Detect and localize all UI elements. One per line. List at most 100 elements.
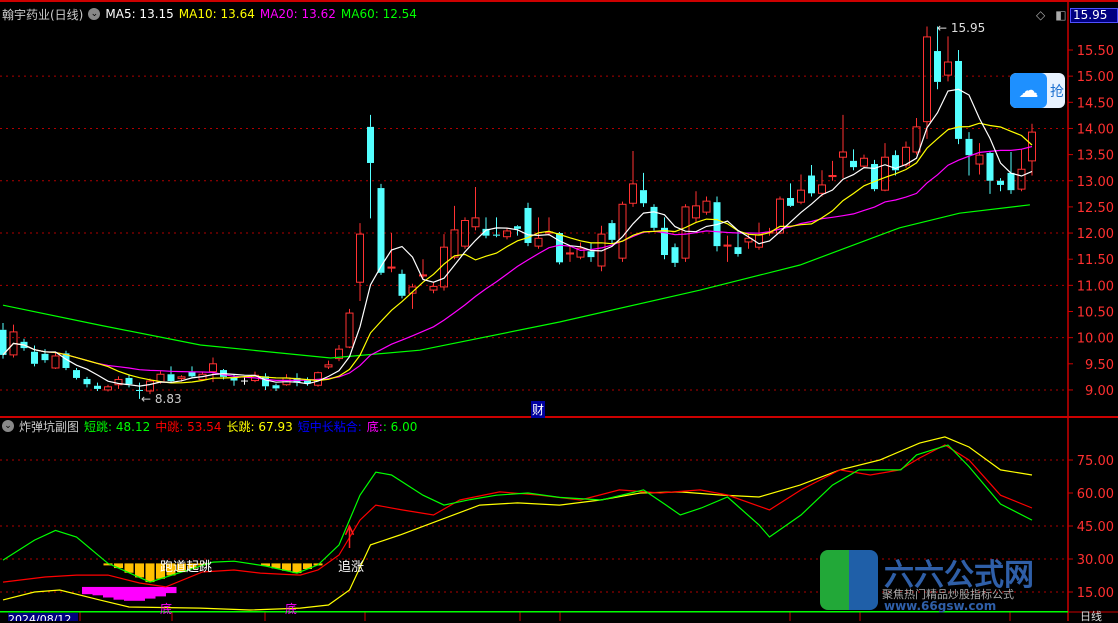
candle-body-down bbox=[556, 233, 563, 263]
runway-bar bbox=[124, 563, 134, 573]
candle-body-up bbox=[797, 189, 805, 203]
candle-body-up bbox=[723, 244, 732, 247]
candle-body-up bbox=[471, 217, 480, 228]
candle-body-up bbox=[324, 364, 333, 368]
candle-body-up bbox=[828, 175, 837, 178]
candle-body-down bbox=[241, 380, 248, 382]
candle-body-up bbox=[912, 126, 921, 153]
indicator-tick-label: 60.00 bbox=[1077, 487, 1114, 502]
price-tick-label: 12.50 bbox=[1077, 201, 1114, 216]
candle-body-up bbox=[839, 151, 847, 158]
runway-jump-label: 跑道起跳 bbox=[160, 560, 213, 575]
candle-body-down bbox=[587, 251, 595, 258]
diamond-icon[interactable]: ◇ bbox=[1036, 8, 1046, 22]
cloud-icon: ☁ bbox=[1010, 73, 1047, 108]
runway-bar bbox=[114, 563, 123, 569]
candle-body-up bbox=[1017, 168, 1026, 190]
logo-pulse-icon bbox=[820, 550, 878, 610]
ma5-value: MA5: 13.15 bbox=[105, 7, 174, 21]
finance-marker[interactable]: 财 bbox=[531, 401, 546, 418]
candle-body-down bbox=[230, 377, 238, 381]
current-price-box: 15.95 bbox=[1070, 8, 1118, 23]
short-jump-value: : 48.12 bbox=[108, 419, 151, 434]
logo-slogan: 聚焦热门精品炒股指标公式 bbox=[882, 588, 1014, 601]
candle-body-down bbox=[965, 138, 973, 156]
indicator-tick-label: 75.00 bbox=[1077, 454, 1114, 469]
runway-bar bbox=[135, 563, 144, 578]
panel-toggle-icon[interactable]: ◧ bbox=[1055, 8, 1067, 22]
candle-body-down bbox=[367, 126, 374, 163]
dropdown-chevron-icon[interactable]: ⌄ bbox=[2, 420, 14, 432]
candle-body-down bbox=[262, 376, 269, 387]
candle-body-up bbox=[975, 154, 984, 165]
price-tick-label: 9.00 bbox=[1085, 384, 1114, 399]
price-tick-label: 10.00 bbox=[1077, 332, 1114, 347]
candle-body-down bbox=[493, 234, 500, 236]
candle-body-down bbox=[398, 273, 406, 296]
candle-body-down bbox=[377, 188, 385, 273]
low-price-label: ← 8.83 bbox=[141, 392, 182, 406]
candle-body-down bbox=[650, 206, 658, 228]
candle-body-up bbox=[345, 312, 354, 348]
ma5-line bbox=[2, 88, 1033, 387]
price-tick-label: 14.50 bbox=[1077, 96, 1114, 111]
candle-body-down bbox=[986, 153, 994, 181]
long-jump-label: 长跳 bbox=[226, 419, 251, 434]
candle-body-down bbox=[524, 207, 532, 243]
runway-bar bbox=[292, 563, 302, 574]
bottom-bar bbox=[155, 586, 166, 597]
logo-url: www.66gsw.com bbox=[884, 599, 997, 613]
indicator-line-中跳 bbox=[2, 444, 1033, 588]
candle-body-down bbox=[734, 247, 742, 254]
badge-text: 抢 bbox=[1050, 84, 1064, 100]
candle-body-up bbox=[335, 348, 343, 360]
price-tick-label: 11.00 bbox=[1077, 279, 1114, 294]
stock-title[interactable]: 翰宇药业(日线) bbox=[2, 7, 84, 22]
candle-body-down bbox=[661, 227, 668, 256]
runway-bar bbox=[156, 563, 165, 579]
logo-name: 六六公式网 bbox=[884, 558, 1034, 593]
candle-body-down bbox=[1007, 172, 1015, 191]
dropdown-chevron-icon[interactable]: ⌄ bbox=[88, 8, 101, 20]
candle-body-up bbox=[566, 252, 574, 255]
candle-body-down bbox=[871, 164, 878, 190]
runway-bar bbox=[271, 563, 281, 569]
price-tick-label: 11.50 bbox=[1077, 253, 1114, 268]
candle-body-up bbox=[818, 184, 826, 194]
ma20-value: MA20: 13.62 bbox=[259, 7, 336, 21]
candle-body-down bbox=[787, 198, 794, 206]
top-right-tools: ◇ ◧ bbox=[1036, 8, 1067, 22]
candle-body-up bbox=[618, 203, 627, 259]
candle-body-up bbox=[744, 237, 753, 243]
price-tick-label: 12.00 bbox=[1077, 227, 1114, 242]
bottom-bar bbox=[113, 586, 124, 600]
candle-body-down bbox=[514, 226, 521, 229]
runway-bar bbox=[177, 563, 186, 573]
indicator-tick-label: 15.00 bbox=[1077, 586, 1114, 601]
runway-bar bbox=[145, 563, 155, 583]
candle-body-up bbox=[576, 247, 585, 258]
candle-body-up bbox=[629, 183, 637, 204]
indicator-line-长跳 bbox=[2, 436, 1033, 611]
candle-body-down bbox=[94, 385, 101, 389]
indicator-tick-label: 45.00 bbox=[1077, 520, 1114, 535]
price-tick-label: 9.50 bbox=[1085, 358, 1114, 373]
ma10-line bbox=[2, 122, 1033, 384]
mid-jump-label: 中跳 bbox=[155, 419, 180, 434]
candle-body-up bbox=[860, 157, 868, 167]
bottom-value: : 6.00 bbox=[382, 419, 418, 434]
candle-body-up bbox=[923, 36, 931, 123]
candle-body-up bbox=[146, 380, 154, 392]
price-tick-label: 15.50 bbox=[1077, 44, 1114, 59]
candle-body-up bbox=[209, 363, 217, 373]
candle-body-down bbox=[482, 228, 490, 236]
price-tick-label: 13.50 bbox=[1077, 149, 1114, 164]
sub-chart-title[interactable]: 炸弹坑副图 bbox=[19, 419, 80, 434]
short-jump-label: 短跳 bbox=[84, 419, 109, 434]
runway-bar bbox=[303, 563, 312, 570]
chase-label: 追涨 bbox=[338, 560, 365, 575]
period-label[interactable]: 日线 bbox=[1080, 610, 1102, 623]
floating-badge[interactable]: ☁ 抢 bbox=[1010, 73, 1065, 108]
runway-bar bbox=[198, 563, 207, 566]
